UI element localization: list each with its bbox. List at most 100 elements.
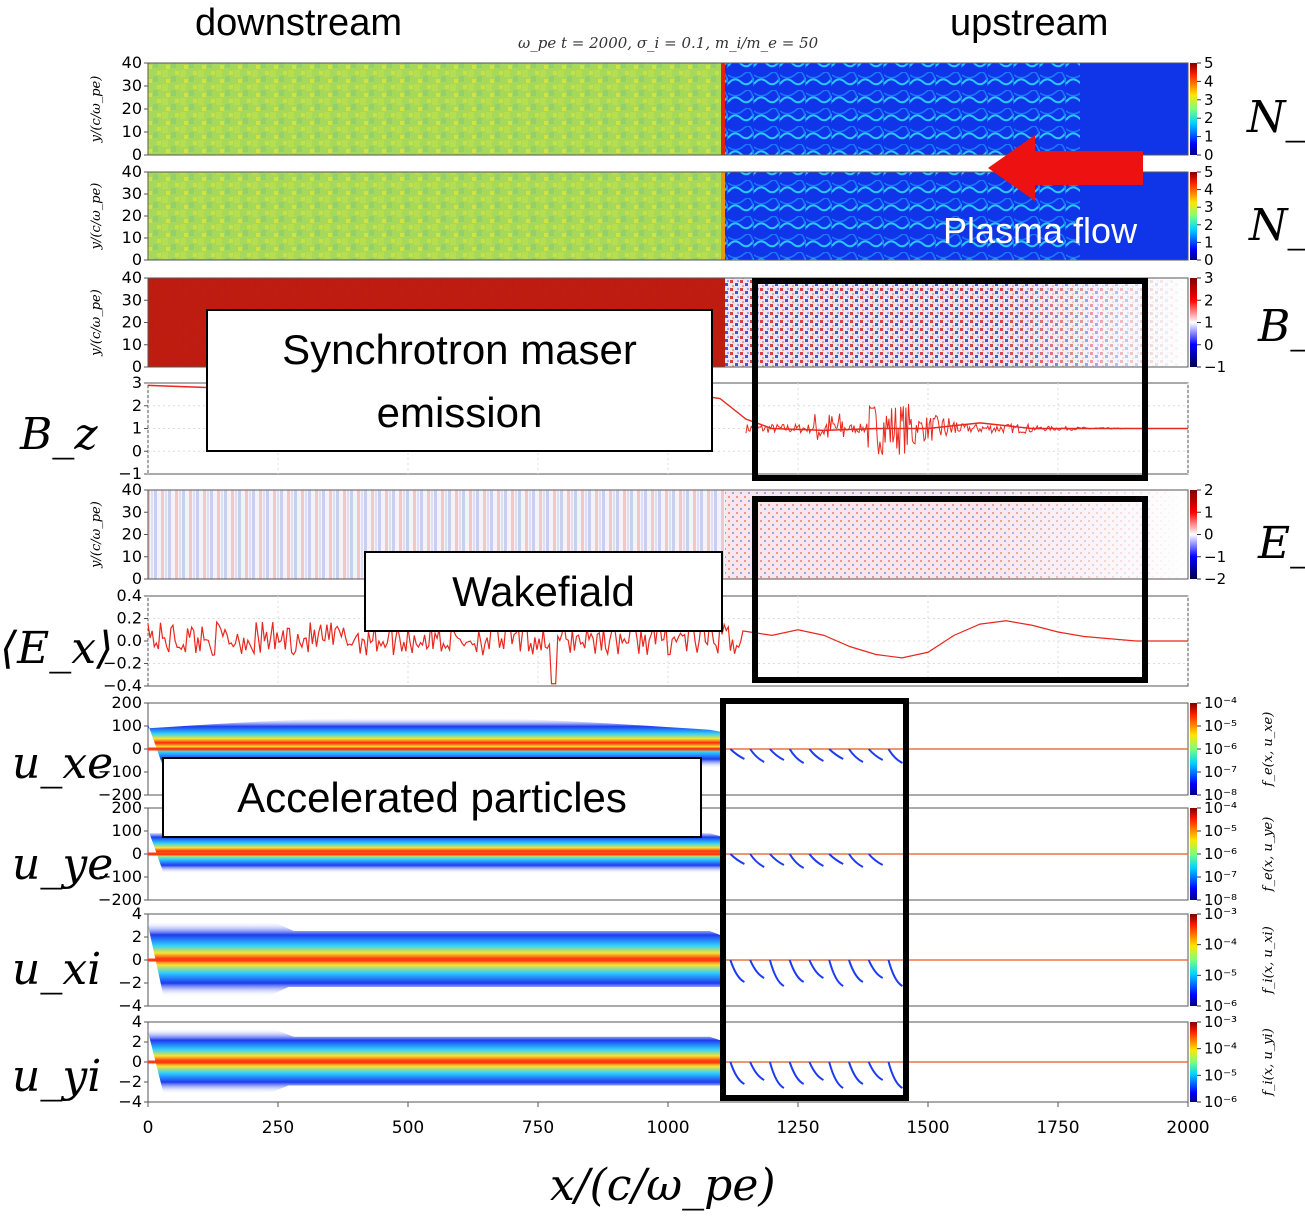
x-tick-label: 1000 [646,1118,689,1138]
accelerated-particle-streak [887,959,904,987]
colorbar-tick-label: 2 [1204,216,1214,234]
y-tick-label: 10 [122,122,142,141]
accelerated-particle-streak [729,748,745,760]
y-tick-label: 30 [122,290,142,309]
colorbar-tick-label: 10⁻⁷ [1204,763,1237,781]
x-tick-label: 0 [143,1118,154,1138]
accelerated-particle-streak [828,748,844,760]
accelerated-particle-streak [867,959,884,979]
y-tick-label: −100 [98,762,142,781]
accelerated-particle-streak [867,1061,884,1081]
uyi-label: u_yi [12,1051,102,1102]
colorbar-tick-label: 0 [1204,526,1214,544]
y-tick-label: 20 [122,206,142,225]
accelerated-region-box [720,698,909,1101]
accelerated-particle-streak [848,853,864,868]
ni-label: N_i [1249,200,1305,251]
ni-downstream-field [148,172,725,260]
colorbar-tick-label: 10⁻⁶ [1204,1093,1237,1111]
colorbar-tick-label: 5 [1204,54,1214,72]
y-tick-label: 0 [132,357,142,376]
plasma-flow-arrow [988,135,1143,201]
upstream-label: upstream [950,2,1109,44]
colorbar-tick-label: 10⁻⁷ [1204,868,1237,886]
y-tick-label: 0 [132,145,142,164]
colorbar-label: f_i(x, u_yi) [1261,1028,1276,1097]
phase-panel-uyi [147,1021,1197,1103]
y-tick-label: 20 [122,99,142,118]
y-tick-label: 0 [132,569,142,588]
wakefield-region-box [752,496,1148,683]
ni-uniform-upstream [1080,172,1188,260]
colorbar-tick-label: 10⁻³ [1204,905,1237,923]
colorbar-tick-label: −1 [1204,548,1226,566]
colorbar-tick-label: 10⁻⁶ [1204,740,1237,758]
y-tick-label: −200 [98,785,142,804]
ex-average-label: ⟨E_x⟩ [0,623,114,674]
y-axis-label: y/(c/ω_pe) [89,501,104,569]
bz-maser-oscillations [745,403,1137,455]
accelerated-particle-streak [828,959,844,987]
y-tick-label: 200 [111,798,142,817]
accelerated-particle-streak [788,959,805,983]
y-tick-label: −200 [98,890,142,909]
accelerated-particle-streak [769,748,785,761]
colorbar-tick-label: 10⁻⁶ [1204,845,1237,863]
synchrotron-region-box [752,278,1148,481]
accelerated-particle-streak [729,853,745,865]
y-tick-label: 10 [122,228,142,247]
y-tick-label: 0 [132,441,142,460]
y-axis-label: y/(c/ω_pe) [89,76,104,144]
phase-colorbar [1190,914,1197,1006]
downstream-label: downstream [195,2,402,44]
wakefield-label: Wakefiald [364,551,723,632]
x-tick-label: 500 [392,1118,424,1138]
accelerated-particle-streak [788,1061,805,1085]
bz-map-label: B_z [1258,301,1305,352]
ex-average-line [147,620,1188,685]
y-axis-label: y/(c/ω_pe) [89,183,104,251]
uye-label: u_ye [12,839,114,890]
y-axis-label: y/(c/ω_pe) [89,289,104,357]
colorbar-tick-label: 3 [1204,269,1214,287]
colorbar-label: f_i(x, u_xi) [1261,926,1276,995]
accelerated-particle-streak [867,853,884,866]
y-tick-label: 1 [132,419,142,438]
accelerated-particle-streak [729,959,745,983]
y-tick-label: −2 [118,973,142,992]
synchrotron-maser-label: Synchrotron maser emission [206,309,713,452]
bz-upstream-fade [1000,278,1188,367]
x-tick-label: 1500 [906,1118,949,1138]
accelerated-particle-streak [808,1061,824,1081]
y-tick-label: 40 [122,53,142,72]
x-tick-label: 1250 [776,1118,819,1138]
accelerated-particle-streak [808,853,824,867]
colorbar-tick-label: −1 [1204,358,1226,376]
y-tick-label: 30 [122,184,142,203]
y-tick-label: 20 [122,313,142,332]
phase-colorbar [1190,808,1197,900]
accelerated-particle-streak [788,853,805,869]
synchrotron-line2: emission [376,388,543,436]
accelerated-particle-streak [749,959,765,979]
y-tick-label: 100 [111,821,142,840]
accelerated-particle-streak [848,1061,864,1085]
y-tick-label: −0.4 [103,676,142,695]
accelerated-particle-streak [828,1061,844,1089]
y-tick-label: 10 [122,547,142,566]
y-tick-label: 30 [122,76,142,95]
bz-line-label: B_z [20,409,98,460]
y-tick-label: 200 [111,693,142,712]
colorbar-tick-label: 10⁻⁸ [1204,786,1237,804]
phase-colorbar [1190,703,1197,795]
colorbar-label: f_e(x, u_ye) [1261,817,1276,893]
ex-colorbar [1190,490,1197,579]
accelerated-particle-streak [749,748,765,763]
colorbar-tick-label: 10⁻⁴ [1204,694,1237,712]
uxi-label: u_xi [12,944,102,995]
colorbar-tick-label: 10⁻⁶ [1204,997,1237,1015]
phase-panel-uxi [147,913,1197,1007]
ne-downstream-field [148,63,725,155]
colorbar-tick-label: 2 [1204,481,1214,499]
